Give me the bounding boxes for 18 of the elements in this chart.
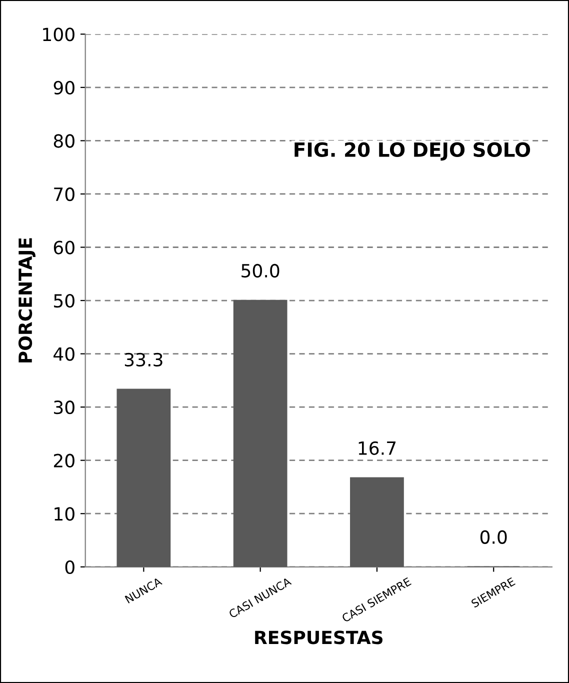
text: FIG. 20 LO DEJO SOLO — [294, 142, 530, 161]
y-tick-label: 0 — [65, 560, 74, 574]
data-label: 16.7 — [358, 441, 396, 455]
data-label: 33.3 — [124, 352, 162, 367]
data-label: 0.0 — [480, 530, 507, 544]
y-tick-label: 60 — [54, 240, 74, 254]
x-axis-title: RESPUESTAS — [255, 630, 383, 644]
y-tick-label: 20 — [54, 454, 74, 468]
y-axis-title: PORCENTAJE — [18, 238, 36, 362]
y-tick-label: 70 — [54, 187, 74, 202]
y-tick-label: 90 — [54, 80, 74, 95]
y-tick-label: 50 — [54, 294, 74, 308]
y-tick-label: 100 — [43, 28, 74, 42]
y-tick-label: 10 — [54, 507, 74, 521]
y-tick-label: 30 — [54, 400, 74, 414]
data-label: 50.0 — [242, 264, 280, 278]
y-tick-label: 40 — [54, 347, 74, 361]
y-tick-label: 80 — [54, 134, 74, 148]
